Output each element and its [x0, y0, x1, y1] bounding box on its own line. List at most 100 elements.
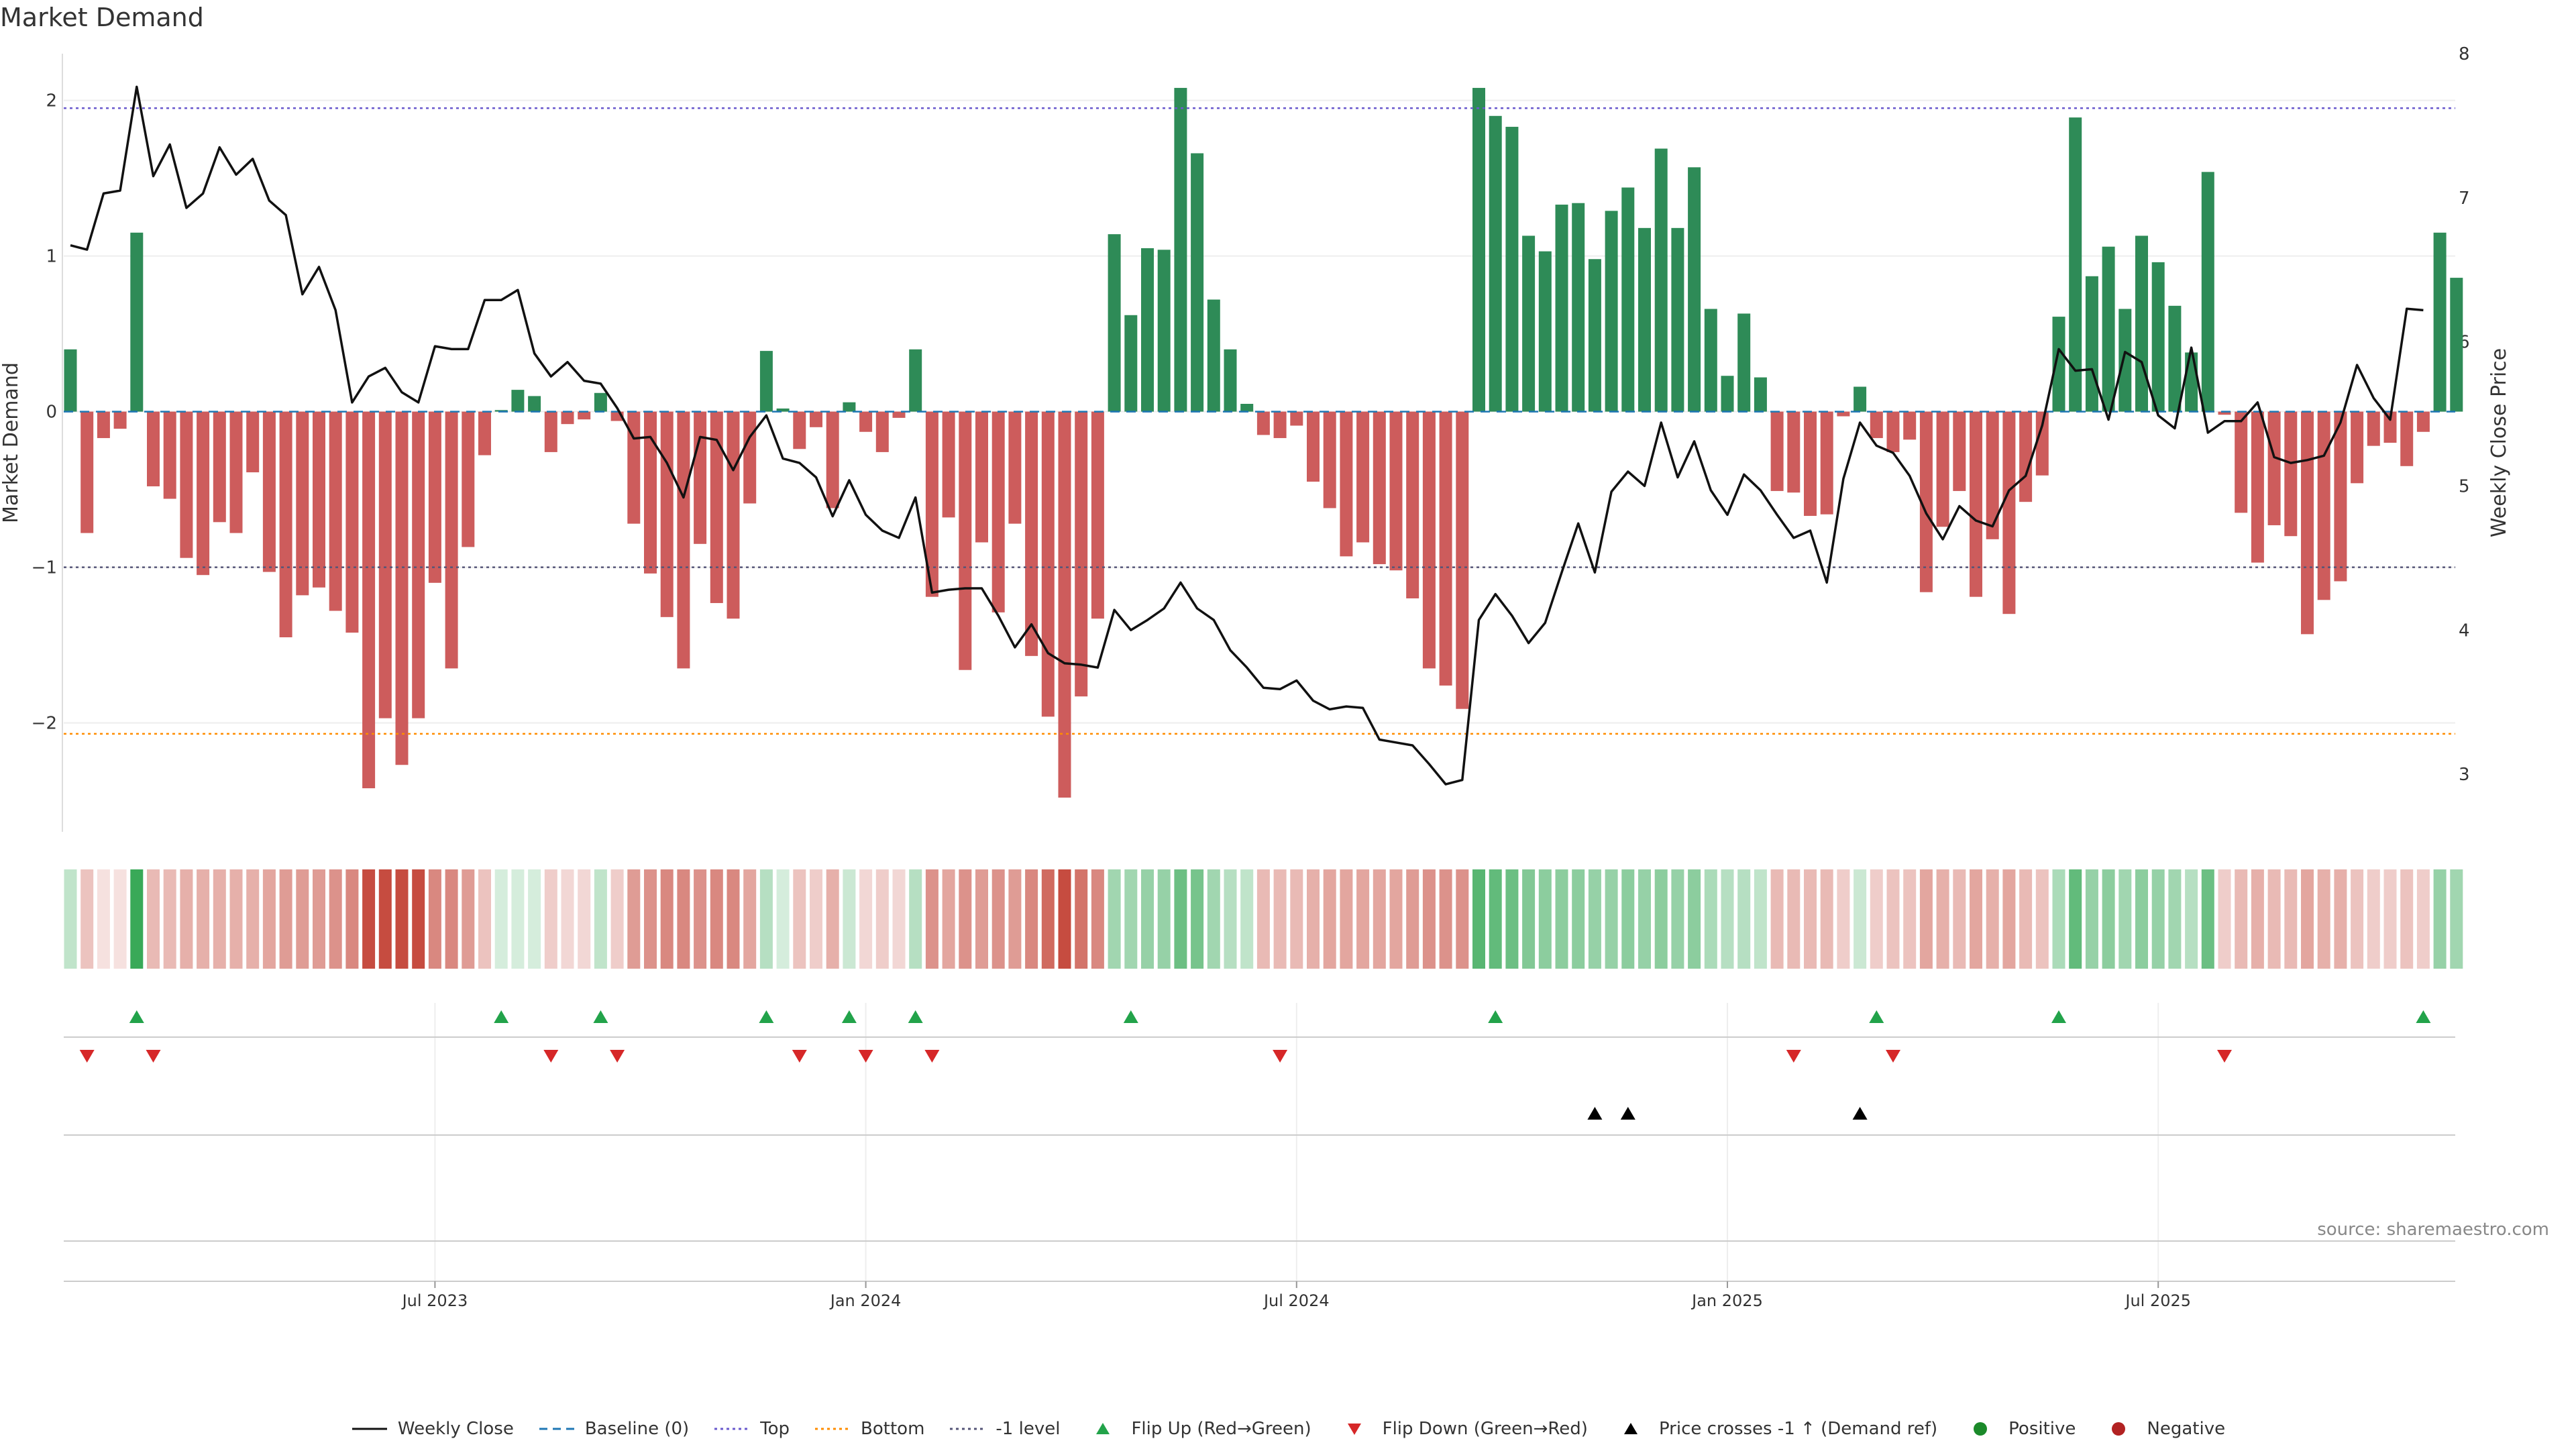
heat-cell	[1837, 869, 1850, 969]
demand-bar	[1174, 88, 1187, 412]
y-tick-label: −2	[32, 714, 57, 734]
heat-cell	[1572, 869, 1585, 969]
demand-bar	[2416, 411, 2430, 432]
chart-legend: Weekly Close Baseline (0) Top Bottom -1 leve…	[0, 1415, 2576, 1442]
legend-glyph	[1623, 1423, 1638, 1434]
heat-cell	[345, 869, 359, 969]
heat-cell	[2102, 869, 2115, 969]
legend-label-price: Weekly Close	[397, 1419, 514, 1439]
demand-bar	[1273, 411, 1287, 439]
heat-cell	[2267, 869, 2281, 969]
heat-cell	[1389, 869, 1403, 969]
heat-cell	[2416, 869, 2430, 969]
heat-cell	[2433, 869, 2447, 969]
demand-bar	[1837, 411, 1850, 417]
demand-bar	[462, 411, 475, 547]
y2-tick-label: 7	[2459, 189, 2470, 209]
legend-swatch-neg1	[950, 1428, 985, 1430]
heat-cell	[511, 869, 525, 969]
demand-bar	[197, 411, 210, 576]
demand-bar	[313, 411, 325, 588]
legend-glyph	[1974, 1422, 1988, 1436]
demand-bar	[1654, 148, 1668, 412]
demand-bar	[64, 349, 77, 412]
demand-bar	[1290, 411, 1303, 426]
y-tick-label: 1	[46, 247, 57, 267]
heat-cell	[1456, 869, 1469, 969]
heat-cell	[1605, 869, 1618, 969]
legend-item-pos_dot: Positive	[1962, 1419, 2076, 1439]
legend-label-cross: Price crosses -1 ↑ (Demand ref)	[1658, 1419, 1938, 1439]
heat-cell	[627, 869, 641, 969]
demand-bar	[2019, 411, 2033, 502]
heat-cell	[1588, 869, 1601, 969]
heat-cell	[2284, 869, 2298, 969]
demand-bar	[1091, 411, 1104, 619]
demand-bar	[1240, 404, 1254, 412]
demand-bar	[875, 411, 889, 452]
heat-cell	[826, 869, 839, 969]
demand-bar	[2135, 235, 2148, 412]
flip-down-marker	[2217, 1050, 2232, 1063]
heat-cell	[959, 869, 972, 969]
heat-cell	[97, 869, 110, 969]
demand-bar	[578, 411, 591, 420]
heat-cell	[644, 869, 657, 969]
heat-cell	[1091, 869, 1104, 969]
flip-up-marker	[908, 1010, 923, 1023]
heat-cell	[395, 869, 409, 969]
heat-cell	[113, 869, 127, 969]
heat-cell	[1704, 869, 1717, 969]
heat-cell	[594, 869, 607, 969]
demand-bar	[843, 402, 856, 412]
legend-label-pos_dot: Positive	[2008, 1419, 2076, 1439]
demand-bar	[1886, 411, 1900, 452]
demand-bar	[909, 349, 922, 412]
demand-bar	[561, 411, 574, 425]
demand-bar	[2450, 278, 2463, 412]
flip-up-marker	[593, 1010, 608, 1023]
heat-cell	[1505, 869, 1519, 969]
demand-bar	[378, 411, 392, 718]
heat-cell	[1224, 869, 1237, 969]
demand-bar	[1058, 411, 1071, 798]
demand-bar	[2102, 246, 2115, 412]
heat-cell	[1986, 869, 1999, 969]
demand-bar	[959, 411, 972, 670]
legend-glyph	[2112, 1422, 2126, 1436]
heat-cell	[1671, 869, 1684, 969]
heat-cell	[428, 869, 441, 969]
demand-bar	[2201, 172, 2214, 412]
heat-cell	[1489, 869, 1502, 969]
y2-tick-label: 3	[2459, 765, 2470, 785]
heat-cell	[776, 869, 790, 969]
heat-cell	[1041, 869, 1055, 969]
demand-bar	[478, 411, 491, 455]
demand-bar	[1108, 234, 1121, 412]
x-tick-label: Jul 2024	[1263, 1291, 1330, 1310]
legend-glyph	[1096, 1423, 1110, 1434]
heat-cell	[246, 869, 260, 969]
demand-bar	[1124, 315, 1138, 412]
demand-bar	[262, 411, 276, 572]
heat-cell	[229, 869, 243, 969]
flip-up-marker	[1869, 1010, 1884, 1023]
price-cross-marker	[1620, 1107, 1635, 1120]
heat-cell	[2218, 869, 2231, 969]
flip-down-marker	[858, 1050, 873, 1063]
demand-bar	[810, 411, 822, 427]
demand-bar	[511, 390, 525, 412]
heat-cell	[544, 869, 557, 969]
flip-down-marker	[1886, 1050, 1900, 1063]
heat-cell	[1770, 869, 1784, 969]
x-tick-label: Jan 2024	[829, 1291, 902, 1310]
demand-bar	[2151, 262, 2165, 412]
demand-bar	[991, 411, 1005, 612]
heat-cell	[1688, 869, 1701, 969]
demand-bar	[1307, 411, 1320, 482]
demand-bar	[2383, 411, 2397, 443]
demand-bar	[2284, 411, 2298, 537]
demand-bar	[345, 411, 359, 633]
flip-up-marker	[759, 1010, 774, 1023]
heat-cell	[163, 869, 176, 969]
